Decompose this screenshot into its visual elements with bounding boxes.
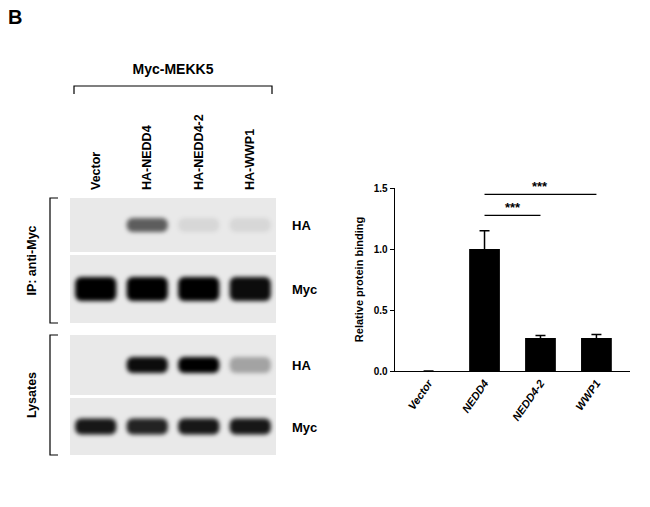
svg-text:1.5: 1.5	[374, 183, 388, 194]
svg-text:Myc: Myc	[292, 282, 317, 297]
svg-text:HA-NEDD4: HA-NEDD4	[140, 125, 154, 190]
svg-text:IP: anti-Myc: IP: anti-Myc	[25, 225, 39, 295]
svg-text:HA-NEDD4-2: HA-NEDD4-2	[192, 114, 206, 190]
svg-text:***: ***	[505, 200, 521, 215]
svg-text:***: ***	[532, 179, 548, 194]
svg-text:NEDD4: NEDD4	[459, 377, 490, 414]
svg-text:Myc-MEKK5: Myc-MEKK5	[133, 61, 214, 77]
svg-text:Myc: Myc	[292, 420, 317, 435]
svg-text:0.0: 0.0	[374, 366, 388, 377]
svg-text:0.5: 0.5	[374, 305, 388, 316]
svg-text:Relative protein binding: Relative protein binding	[353, 217, 365, 342]
svg-text:Vector: Vector	[89, 152, 103, 190]
svg-text:Vector: Vector	[405, 377, 435, 412]
svg-text:HA: HA	[292, 218, 311, 233]
svg-text:B: B	[8, 6, 22, 28]
svg-text:HA-WWP1: HA-WWP1	[243, 129, 257, 190]
svg-text:WWP1: WWP1	[573, 377, 602, 412]
svg-text:Lysates: Lysates	[25, 372, 39, 418]
svg-text:HA: HA	[292, 358, 311, 373]
svg-text:NEDD4-2: NEDD4-2	[510, 377, 547, 422]
svg-text:1.0: 1.0	[374, 244, 388, 255]
